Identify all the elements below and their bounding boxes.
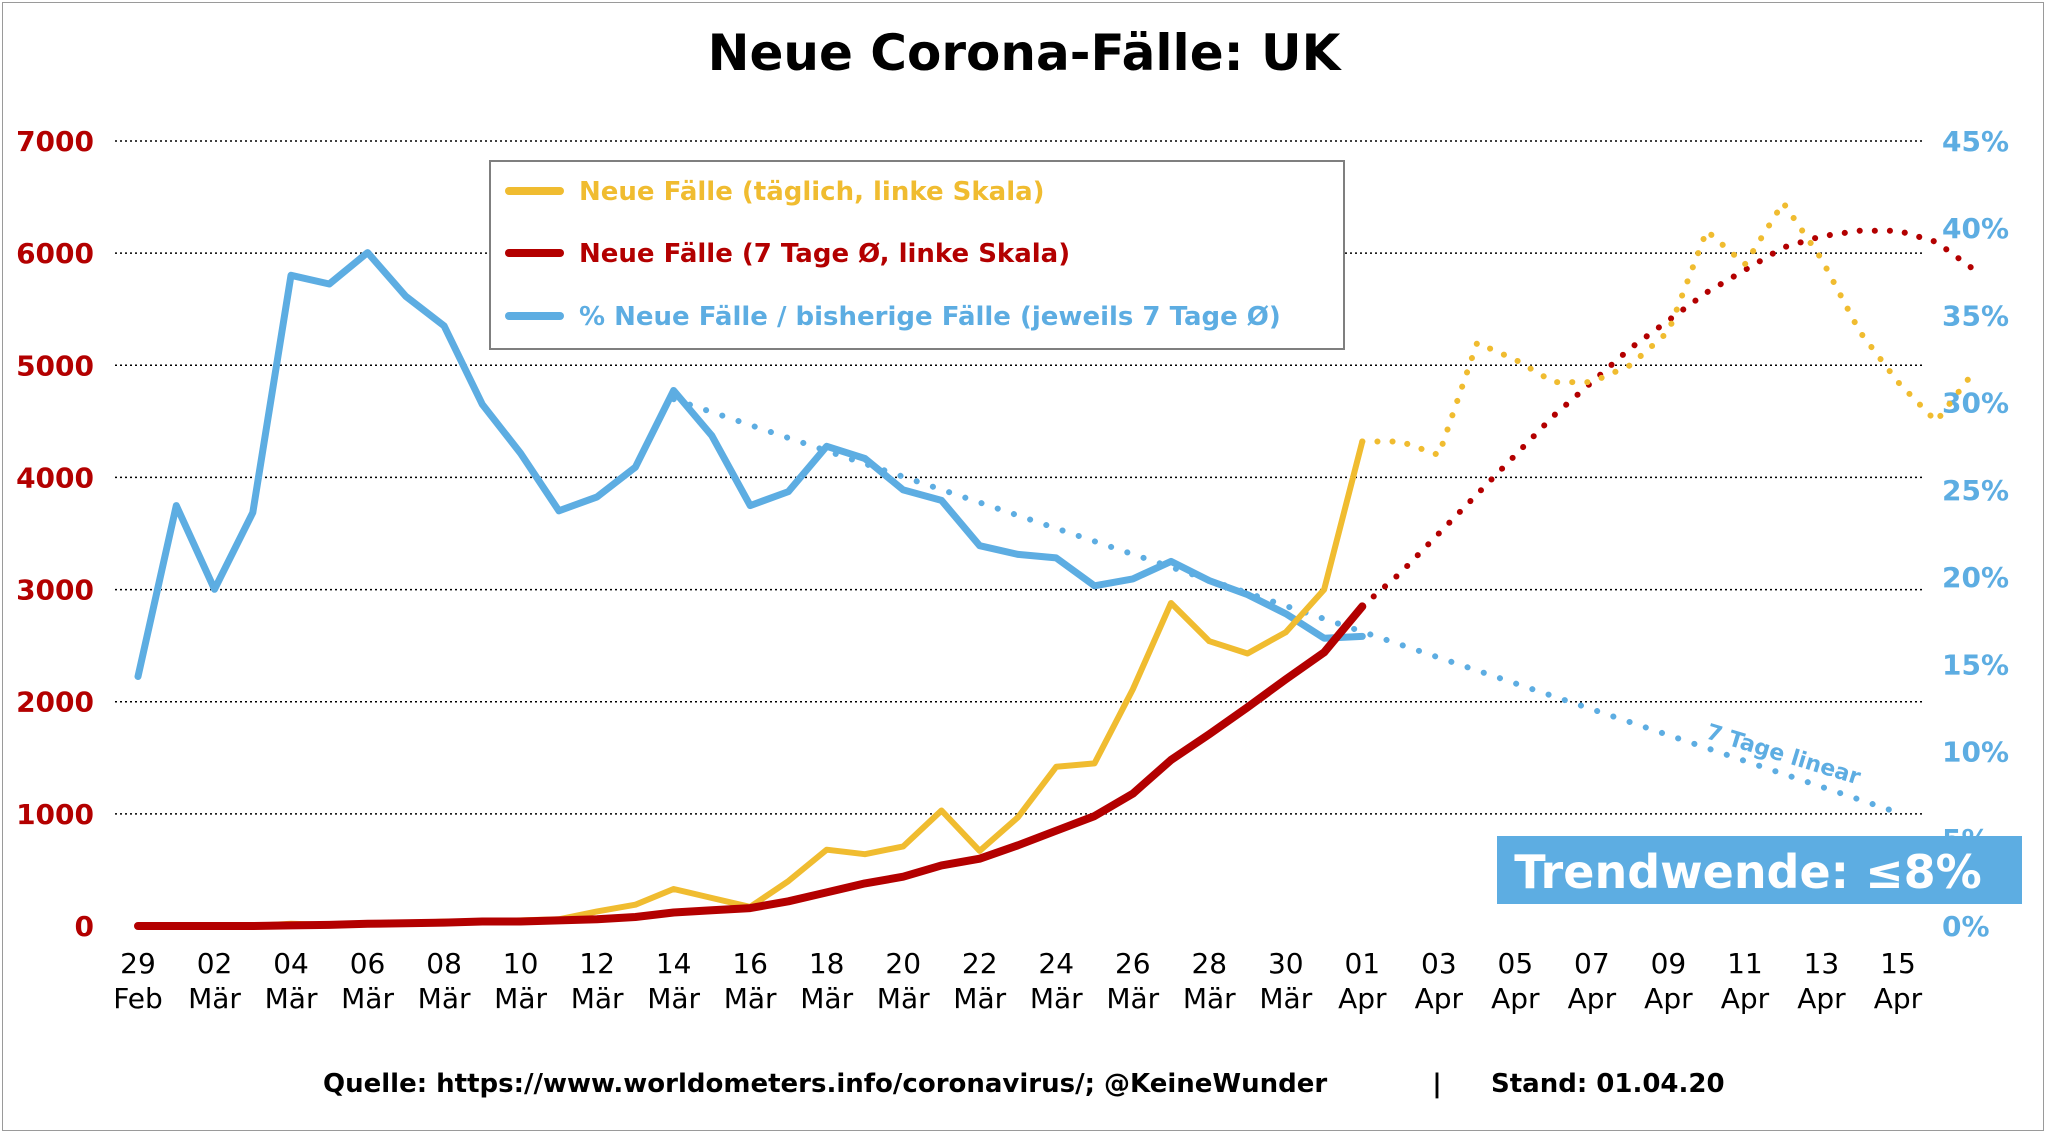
trend-line-7-tage-linear [670, 396, 1901, 816]
x-axis-tick-month: Apr [1721, 982, 1770, 1015]
x-axis-tick-month: Mär [953, 982, 1006, 1015]
series-daily-line [135, 438, 1366, 929]
right-axis-tick-label: 40% [1942, 212, 2009, 245]
left-axis-tick-label: 1000 [16, 798, 94, 831]
right-axis-tick-label: 35% [1942, 299, 2009, 332]
x-axis-tick-month: Mär [1183, 982, 1236, 1015]
x-axis-tick-day: 15 [1880, 947, 1916, 980]
chart-title: Neue Corona-Fälle: UK [708, 24, 1343, 82]
x-axis-tick-month: Mär [1259, 982, 1312, 1015]
x-axis-tick-month: Apr [1338, 982, 1387, 1015]
right-axis: 0%5%10%15%20%25%30%35%40%45% [1942, 125, 2009, 943]
x-axis-tick-month: Apr [1415, 982, 1464, 1015]
right-axis-tick-label: 25% [1942, 474, 2009, 507]
x-axis-tick-day: 06 [350, 947, 386, 980]
left-axis: 0 1000 2000 3000 4000 5000 6000 7000 [16, 125, 94, 943]
x-axis-tick-month: Mär [1030, 982, 1083, 1015]
x-axis-tick-month: Mär [265, 982, 318, 1015]
x-axis-tick-day: 22 [962, 947, 998, 980]
x-axis-tick-month: Mär [800, 982, 853, 1015]
x-axis-tick-day: 16 [732, 947, 768, 980]
x-axis: 29Feb02Mär04Mär06Mär08Mär10Mär12Mär14Mär… [113, 947, 1922, 1015]
legend-label: Neue Fälle (7 Tage Ø, linke Skala) [579, 239, 1070, 269]
x-axis-tick-month: Mär [724, 982, 777, 1015]
x-axis-tick-month: Mär [571, 982, 624, 1015]
projection-daily [1359, 197, 1978, 459]
left-axis-tick-label: 6000 [16, 237, 94, 270]
series-layer [134, 197, 1978, 930]
x-axis-tick-day: 10 [503, 947, 539, 980]
x-axis-tick-day: 02 [197, 947, 233, 980]
left-axis-tick-label: 4000 [16, 461, 94, 494]
x-axis-tick-day: 29 [120, 947, 156, 980]
x-axis-tick-month: Mär [877, 982, 930, 1015]
right-axis-tick-label: 0% [1942, 910, 1990, 943]
left-axis-tick-label: 7000 [16, 125, 94, 158]
x-axis-tick-month: Apr [1644, 982, 1693, 1015]
x-axis-tick-day: 01 [1344, 947, 1380, 980]
x-axis-tick-month: Mär [188, 982, 241, 1015]
x-axis-tick-day: 20 [885, 947, 921, 980]
legend-label: Neue Fälle (täglich, linke Skala) [579, 177, 1045, 207]
x-axis-tick-day: 24 [1038, 947, 1074, 980]
right-axis-tick-label: 45% [1942, 125, 2009, 158]
x-axis-tick-month: Apr [1797, 982, 1846, 1015]
x-axis-tick-month: Apr [1491, 982, 1540, 1015]
legend: Neue Fälle (täglich, linke Skala) Neue Fä… [489, 160, 1345, 350]
x-axis-tick-day: 28 [1191, 947, 1227, 980]
x-axis-tick-month: Mär [341, 982, 394, 1015]
footer-separator: | [1432, 1069, 1442, 1099]
legend-label: % Neue Fälle / bisherige Fälle (jeweils … [579, 302, 1281, 332]
left-axis-tick-label: 2000 [16, 686, 94, 719]
x-axis-tick-day: 04 [273, 947, 309, 980]
left-axis-tick-label: 5000 [16, 349, 94, 382]
x-axis-tick-month: Mär [1106, 982, 1159, 1015]
left-axis-tick-label: 0 [75, 910, 94, 943]
left-axis-tick-label: 3000 [16, 574, 94, 607]
legend-box [489, 160, 1345, 350]
x-axis-tick-month: Apr [1568, 982, 1617, 1015]
x-axis-tick-day: 30 [1268, 947, 1304, 980]
callout-box [1497, 836, 2022, 904]
gridlines [115, 140, 1922, 815]
x-axis-tick-day: 05 [1498, 947, 1534, 980]
series-percent-line [134, 249, 1366, 680]
x-axis-tick-day: 13 [1804, 947, 1840, 980]
right-axis-tick-label: 30% [1942, 387, 2009, 420]
x-axis-tick-month: Mär [418, 982, 471, 1015]
x-axis-tick-month: Mär [494, 982, 547, 1015]
x-axis-tick-day: 12 [579, 947, 615, 980]
callout-text: Trendwende: ≤8% [1514, 845, 1982, 899]
x-axis-tick-day: 14 [656, 947, 692, 980]
series-avg-line [134, 602, 1367, 930]
right-axis-tick-label: 15% [1942, 648, 2009, 681]
x-axis-tick-day: 09 [1651, 947, 1687, 980]
x-axis-tick-day: 03 [1421, 947, 1457, 980]
x-axis-tick-day: 18 [809, 947, 845, 980]
footer: Quelle: https://www.worldometers.info/co… [323, 1069, 1725, 1099]
x-axis-tick-month: Apr [1874, 982, 1923, 1015]
x-axis-tick-day: 08 [426, 947, 462, 980]
right-axis-tick-label: 20% [1942, 561, 2009, 594]
x-axis-tick-day: 26 [1115, 947, 1151, 980]
x-axis-tick-month: Mär [647, 982, 700, 1015]
projection-7-tage-avg [1359, 227, 1978, 610]
x-axis-tick-month: Feb [113, 982, 163, 1015]
source-text: Quelle: https://www.worldometers.info/co… [323, 1069, 1327, 1099]
date-stamp: Stand: 01.04.20 [1491, 1069, 1725, 1099]
x-axis-tick-day: 07 [1574, 947, 1610, 980]
right-axis-tick-label: 10% [1942, 736, 2009, 769]
x-axis-tick-day: 11 [1727, 947, 1763, 980]
